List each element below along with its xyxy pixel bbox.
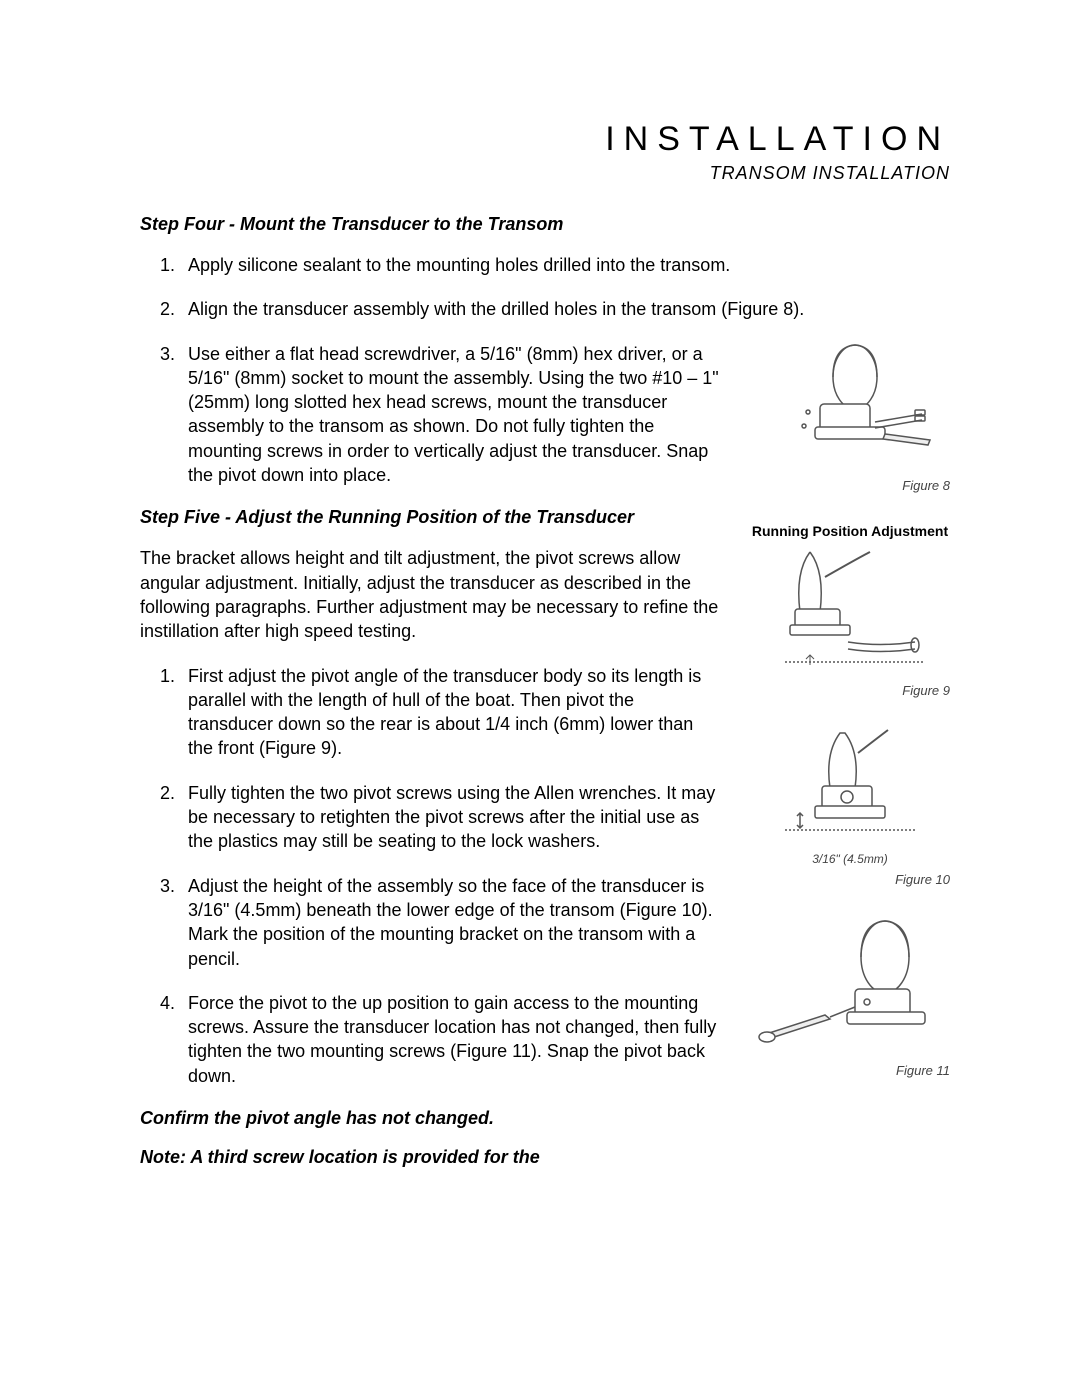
figure-11: Figure 11 <box>750 917 950 1078</box>
figure-8: Figure 8 <box>750 342 950 493</box>
step-four-heading: Step Four - Mount the Transducer to the … <box>140 214 950 235</box>
figure-caption: Figure 10 <box>750 872 950 887</box>
confirm-note: Confirm the pivot angle has not changed. <box>140 1108 720 1129</box>
figure-caption: Figure 8 <box>750 478 950 493</box>
list-item: Fully tighten the two pivot screws using… <box>180 781 720 854</box>
page-title: INSTALLATION <box>140 120 950 159</box>
list-item: Align the transducer assembly with the d… <box>180 297 950 321</box>
figure-9: Running Position Adjustment Figure 9 <box>750 523 950 698</box>
page-header: INSTALLATION TRANSOM INSTALLATION <box>140 120 950 184</box>
list-item: Force the pivot to the up position to ga… <box>180 991 720 1088</box>
list-item: First adjust the pivot angle of the tran… <box>180 664 720 761</box>
list-item: Apply silicone sealant to the mounting h… <box>180 253 950 277</box>
step-five-intro: The bracket allows height and tilt adjus… <box>140 546 720 643</box>
step-four-list-cont: Use either a flat head screwdriver, a 5/… <box>140 342 720 488</box>
transducer-mount-icon <box>760 342 940 472</box>
step-five-list: First adjust the pivot angle of the tran… <box>140 664 720 1088</box>
figure-annotation: 3/16" (4.5mm) <box>812 852 888 866</box>
tighten-screws-icon <box>755 917 945 1057</box>
height-adjust-icon <box>770 728 930 848</box>
page-subtitle: TRANSOM INSTALLATION <box>140 163 950 184</box>
list-item: Adjust the height of the assembly so the… <box>180 874 720 971</box>
running-position-icon <box>770 547 930 677</box>
figure-caption: Figure 9 <box>750 683 950 698</box>
step-five-heading: Step Five - Adjust the Running Position … <box>140 507 720 528</box>
figure-title: Running Position Adjustment <box>752 523 948 539</box>
figure-10: 3/16" (4.5mm) Figure 10 <box>750 728 950 887</box>
step-four-list: Apply silicone sealant to the mounting h… <box>140 253 950 322</box>
list-item: Use either a flat head screwdriver, a 5/… <box>180 342 720 488</box>
third-screw-note: Note: A third screw location is provided… <box>140 1147 720 1168</box>
figure-caption: Figure 11 <box>750 1063 950 1078</box>
